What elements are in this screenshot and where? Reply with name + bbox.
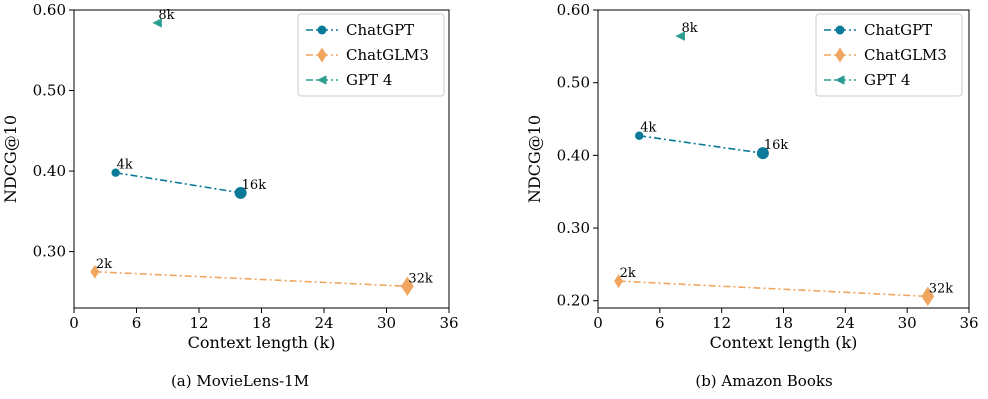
legend-swatch-marker bbox=[835, 47, 845, 63]
series-line bbox=[94, 270, 408, 288]
data-label: 2k bbox=[96, 257, 112, 272]
data-point bbox=[921, 286, 935, 307]
chart-amazon-books: 0 6 12 18 24 30 36 0.20 0.30 0.40 0.50 0.60 Context … bbox=[525, 1, 979, 390]
y-tick-label: 0.60 bbox=[33, 1, 66, 19]
legend-swatch-marker bbox=[835, 25, 845, 35]
y-axis-title: NDCG@10 bbox=[525, 115, 544, 203]
x-tick-label: 18 bbox=[774, 314, 793, 332]
x-tick-label: 0 bbox=[69, 314, 79, 332]
x-tick-label: 18 bbox=[252, 314, 271, 332]
data-label: 8k bbox=[158, 8, 174, 23]
data-point bbox=[614, 274, 624, 289]
data-point bbox=[152, 18, 162, 28]
legend-label: ChatGPT bbox=[346, 21, 414, 39]
y-tick-label: 0.40 bbox=[33, 162, 66, 180]
x-tick-label: 6 bbox=[655, 314, 665, 332]
data-label: 32k bbox=[929, 281, 954, 296]
legend-label: ChatGLM3 bbox=[864, 46, 947, 64]
legend-box bbox=[297, 13, 445, 97]
x-tick-label: 30 bbox=[898, 314, 917, 332]
data-label: 16k bbox=[242, 178, 267, 193]
data-label: 32k bbox=[408, 271, 433, 286]
legend-swatch-marker bbox=[317, 75, 327, 85]
data-point bbox=[675, 31, 685, 41]
data-point bbox=[400, 276, 414, 297]
data-label: 4k bbox=[640, 121, 656, 136]
y-tick-label: 0.60 bbox=[557, 1, 590, 19]
legend-swatch-marker bbox=[835, 75, 845, 85]
legend-label: GPT 4 bbox=[346, 71, 392, 89]
data-label: 16k bbox=[764, 138, 789, 153]
y-tick-label: 0.50 bbox=[33, 82, 66, 100]
x-tick-label: 24 bbox=[836, 314, 855, 332]
data-point bbox=[234, 186, 247, 199]
subfigure-caption: (b) Amazon Books bbox=[695, 372, 832, 390]
data-label: 8k bbox=[681, 21, 697, 36]
data-label: 4k bbox=[117, 158, 133, 173]
legend-label: GPT 4 bbox=[864, 71, 910, 89]
y-tick-label: 0.20 bbox=[557, 292, 590, 310]
y-tick-label: 0.50 bbox=[557, 74, 590, 92]
series-line bbox=[115, 171, 241, 194]
y-tick-label: 0.40 bbox=[557, 146, 590, 164]
x-tick-label: 24 bbox=[314, 314, 333, 332]
x-tick-label: 0 bbox=[593, 314, 603, 332]
x-tick-label: 12 bbox=[189, 314, 208, 332]
x-axis-title: Context length (k) bbox=[710, 333, 858, 352]
y-tick-label: 0.30 bbox=[557, 219, 590, 237]
subfigure-caption: (a) MovieLens-1M bbox=[171, 372, 309, 390]
data-point bbox=[111, 168, 120, 177]
series-line bbox=[639, 134, 764, 154]
x-tick-label: 36 bbox=[439, 314, 458, 332]
legend-swatch-marker bbox=[317, 25, 327, 35]
legend-swatch-marker bbox=[317, 47, 327, 63]
x-axis-title: Context length (k) bbox=[188, 333, 336, 352]
x-tick-label: 12 bbox=[712, 314, 731, 332]
x-tick-label: 30 bbox=[377, 314, 396, 332]
data-point bbox=[756, 147, 769, 160]
y-tick-label: 0.30 bbox=[33, 243, 66, 261]
x-tick-label: 6 bbox=[132, 314, 142, 332]
legend: ChatGPT ChatGLM3 GPT 4 bbox=[297, 13, 445, 97]
chart-movielens: 0 6 12 18 24 30 36 0.30 0.40 0.50 0.60 Context leng… bbox=[1, 1, 459, 390]
data-point bbox=[90, 264, 100, 279]
data-label: 2k bbox=[620, 266, 636, 281]
data-point bbox=[635, 131, 644, 140]
y-axis-title: NDCG@10 bbox=[1, 115, 20, 203]
x-tick-label: 36 bbox=[959, 314, 978, 332]
legend: ChatGPT ChatGLM3 GPT 4 bbox=[815, 13, 963, 97]
legend-label: ChatGPT bbox=[864, 21, 932, 39]
legend-box bbox=[815, 13, 963, 97]
series-line bbox=[618, 280, 928, 298]
legend-label: ChatGLM3 bbox=[346, 46, 429, 64]
